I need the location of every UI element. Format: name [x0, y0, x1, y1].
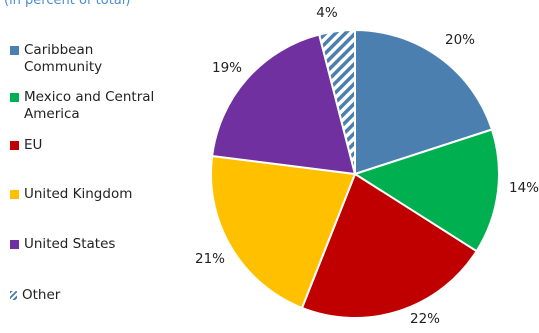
data-label-united-states: 19% — [212, 60, 242, 76]
data-label-united-kingdom: 21% — [195, 251, 225, 267]
legend-item-eu: EU — [10, 137, 164, 154]
pie-slice-united-kingdom — [210, 154, 357, 310]
pie-slices — [210, 28, 500, 319]
data-label-caribbean-community: 20% — [445, 32, 475, 48]
data-label-mexico-and-central-america: 14% — [509, 180, 539, 196]
pie-slice-caribbean-community — [354, 28, 494, 176]
legend-swatch-mexico-central-america — [10, 93, 19, 102]
legend-item-other: Other — [10, 287, 162, 304]
legend-item-united-kingdom: United Kingdom — [10, 186, 164, 203]
legend-swatch-united-states — [10, 240, 19, 249]
legend-label-united-kingdom: United Kingdom — [24, 186, 133, 202]
pie-slice-mexico-and-central-america — [352, 128, 500, 253]
legend-label-united-states: United States — [24, 236, 116, 252]
legend-item-united-states: United States — [10, 236, 164, 253]
pie-labels: 20% 14% 22% 21% 19% 4% — [195, 5, 539, 327]
legend-label-other: Other — [22, 287, 61, 303]
legend-swatch-eu — [10, 141, 19, 150]
legend-label-eu: EU — [24, 137, 43, 153]
pie-slice-united-states — [211, 33, 357, 176]
legend-label-mexico-central-america: Mexico and Central America — [24, 89, 155, 122]
data-label-eu: 22% — [410, 311, 440, 327]
legend-swatch-caribbean-community — [10, 46, 19, 55]
chart-subtitle: (in percent of total) — [4, 0, 131, 8]
pie-slice-eu — [300, 172, 478, 319]
legend-swatch-other — [10, 291, 17, 300]
data-label-other: 4% — [316, 5, 338, 21]
legend-label-caribbean-community: Caribbean Community — [24, 42, 103, 75]
legend-item-caribbean-community: Caribbean Community — [10, 42, 164, 76]
legend-swatch-united-kingdom — [10, 190, 19, 199]
pie-slice-other — [317, 28, 356, 175]
legend-item-mexico-central-america: Mexico and Central America — [10, 89, 164, 123]
